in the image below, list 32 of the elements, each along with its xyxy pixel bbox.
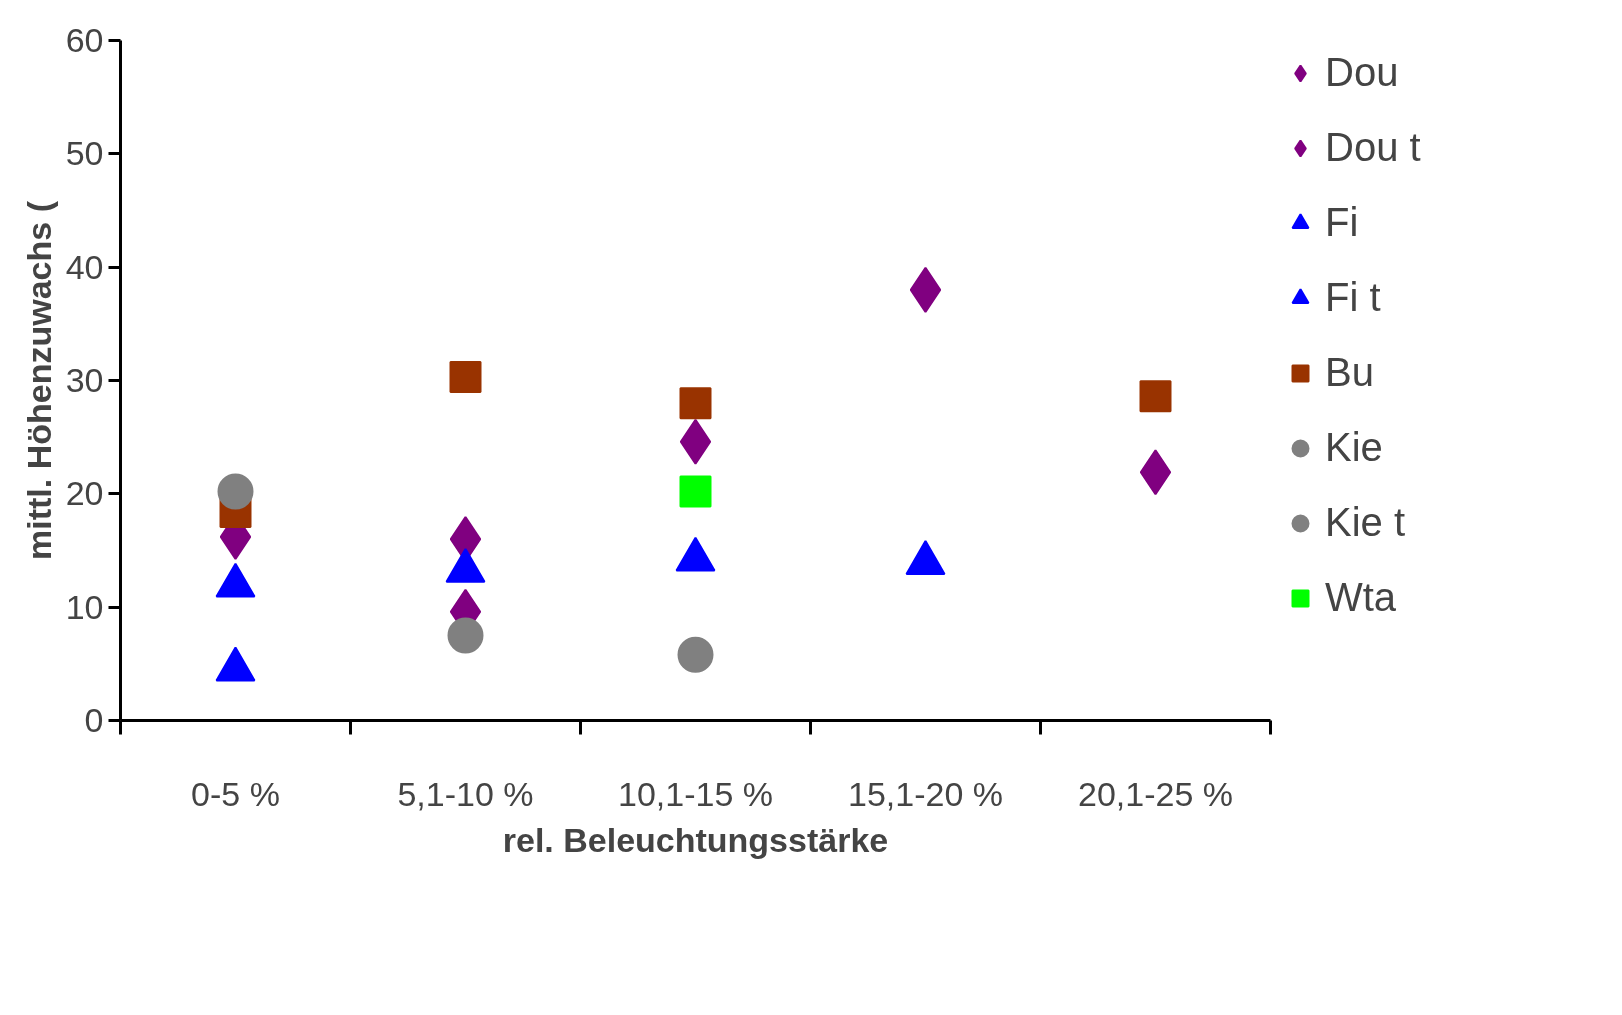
legend-label: Bu: [1325, 350, 1374, 395]
legend-label: Dou t: [1325, 125, 1421, 170]
point: [909, 266, 942, 313]
point: [679, 418, 712, 465]
point: [1139, 449, 1172, 496]
y-tick-label: 50: [65, 134, 104, 173]
point: [679, 387, 712, 420]
legend-label: Wta: [1325, 575, 1397, 620]
point: [447, 617, 484, 654]
y-tick-label: 40: [65, 247, 104, 286]
point: [217, 473, 254, 510]
point: [1139, 380, 1172, 413]
y-tick-label: 30: [65, 361, 104, 399]
y-tick-label: 10: [65, 587, 104, 626]
x-tick-label: 0-5 %: [191, 774, 280, 813]
y-tick-label: 60: [65, 21, 104, 59]
y-tick-label: 20: [65, 474, 104, 513]
x-axis-title: rel. Beleuchtungsstärke: [502, 820, 889, 859]
point: [679, 475, 712, 508]
x-tick-label: 20,1-25 %: [1078, 774, 1233, 813]
x-tick-label: 15,1-20 %: [848, 774, 1003, 813]
x-tick-label: 10,1-15 %: [618, 774, 773, 813]
y-tick-label: 0: [84, 701, 104, 739]
legend-label: Kie t: [1325, 500, 1406, 545]
legend-label: Fi: [1325, 200, 1359, 245]
legend-label: Fi t: [1325, 275, 1381, 320]
y-axis-title: mittl. Höhenzuwachs (: [19, 200, 58, 560]
point: [677, 636, 714, 673]
legend-label: Dou: [1325, 50, 1399, 95]
legend-label: Kie: [1325, 425, 1383, 470]
x-tick-label: 5,1-10 %: [397, 774, 534, 813]
point: [449, 361, 482, 394]
